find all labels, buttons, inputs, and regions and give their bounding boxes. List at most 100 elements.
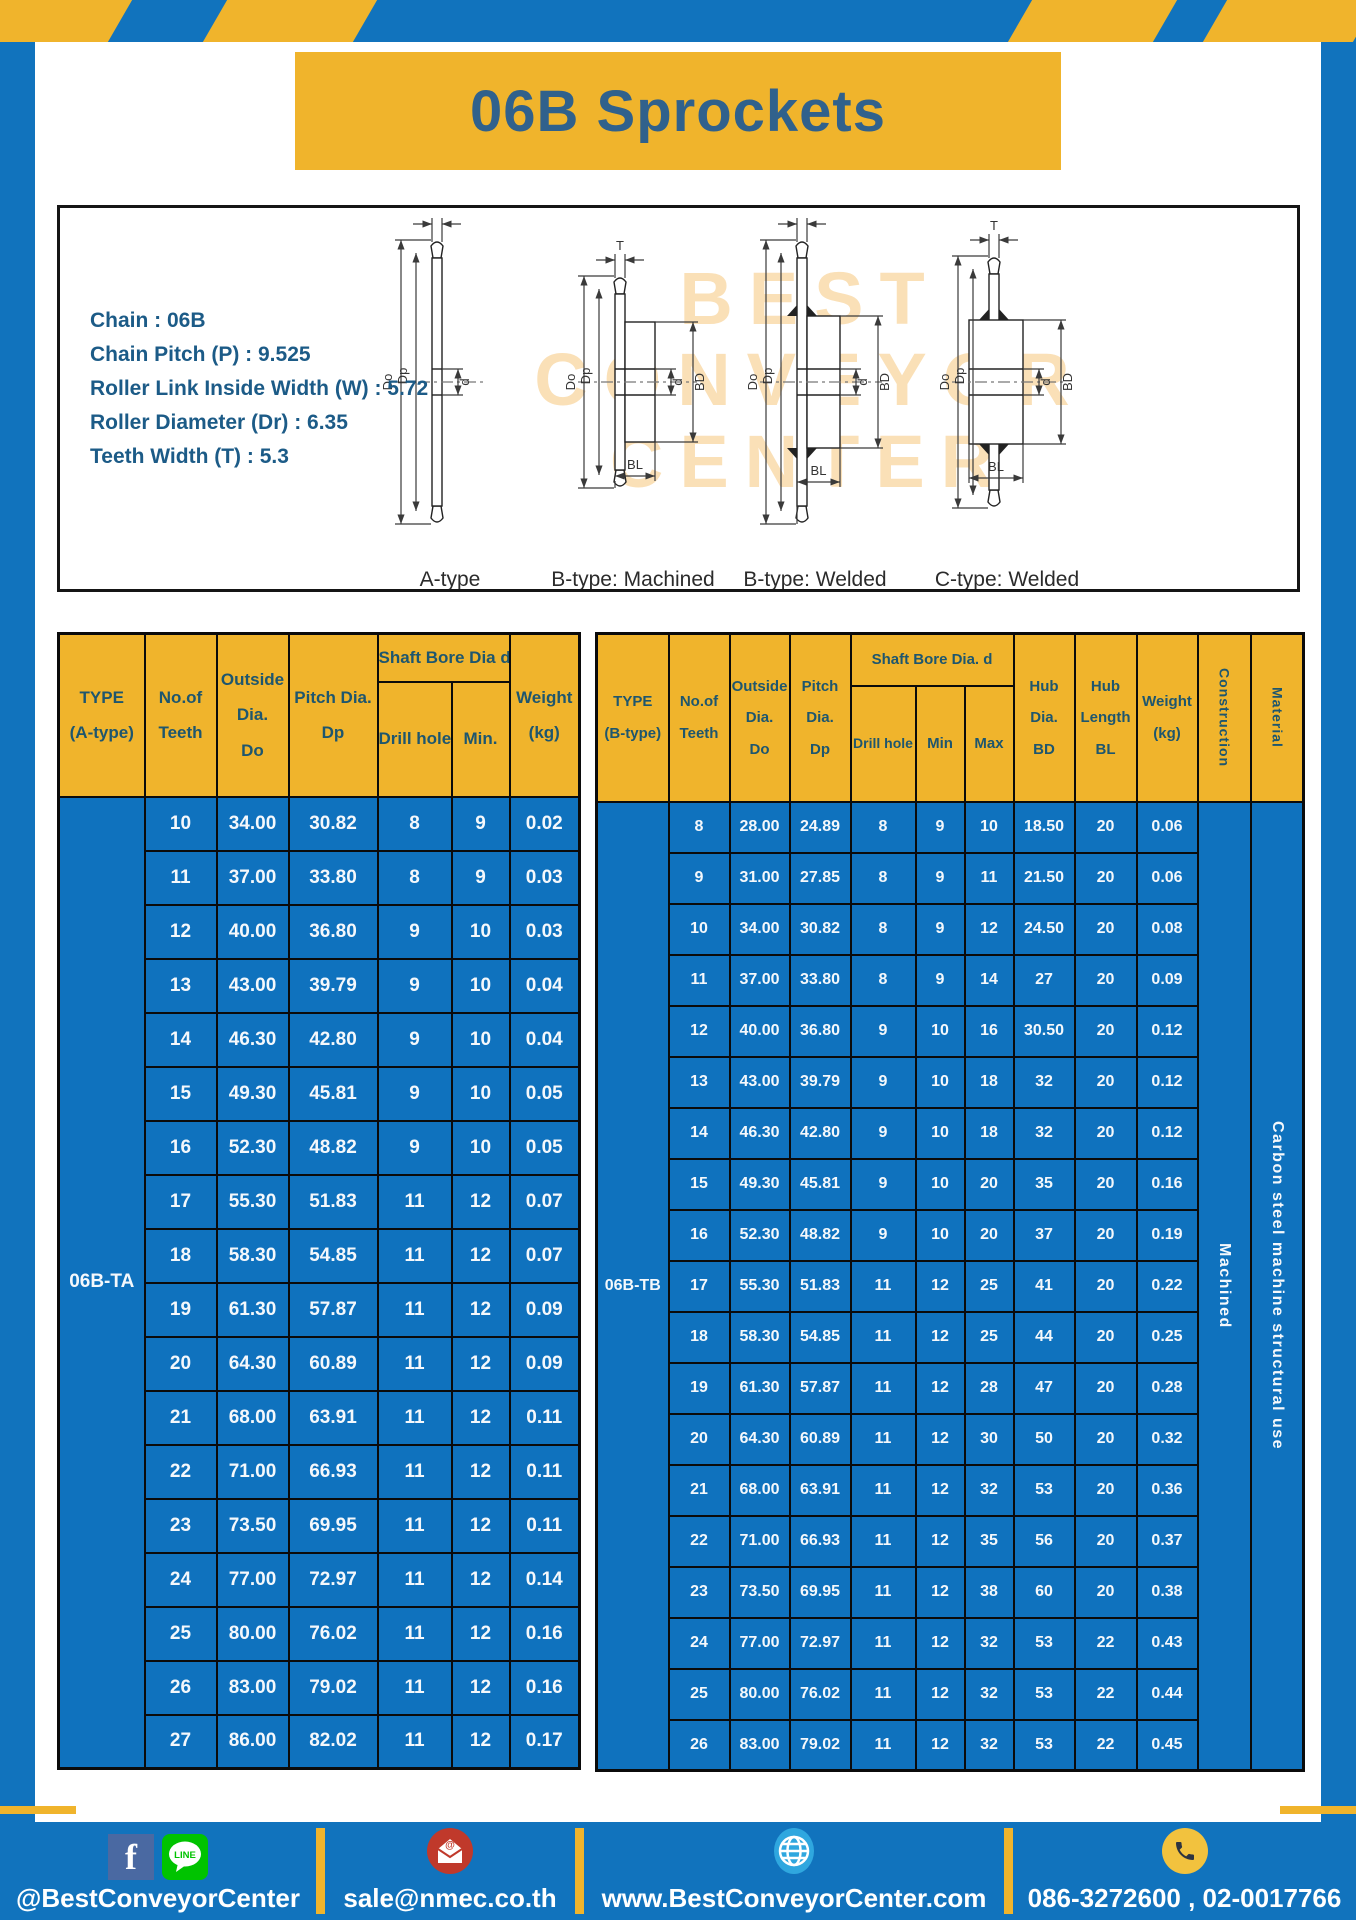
table-cell: 0.09 [508,1281,581,1338]
table-cell: 9 [849,1208,917,1262]
table-cell: 52.30 [215,1119,290,1176]
table-cell: 12 [450,1659,511,1716]
table-cell: 40.00 [728,1004,791,1058]
table-cell: 57.87 [287,1281,379,1338]
table-cell: 0.12 [1135,1055,1199,1109]
table-cell: 11 [849,1361,917,1415]
table-cell: 16 [963,1004,1015,1058]
table-cell: 63.91 [287,1389,379,1446]
table-cell: 0.45 [1135,1718,1199,1772]
table-cell: 18 [667,1310,731,1364]
table-cell: 9 [376,1011,453,1068]
table-cell: 80.00 [215,1605,290,1662]
table-cell: 9 [376,1065,453,1122]
table-cell: 79.02 [287,1659,379,1716]
table-cell: 12 [914,1616,966,1670]
table-row: 26 83.00 79.02 11 12 32 53 22 0.45 [597,1718,1304,1772]
table-cell: 21 [143,1389,218,1446]
table-row: 23 73.50 69.95 11 12 38 60 20 0.38 [597,1565,1304,1619]
table-row: 06B-TB 8 28.00 24.89 8 9 10 18.50 20 0.06 Machined… [595,800,1305,1772]
table-cell: 0.04 [508,957,581,1014]
table-cell: 68.00 [215,1389,290,1446]
table-cell: 61.30 [728,1361,791,1415]
table-cell: 22 [667,1514,731,1568]
table-cell: 9 [376,903,453,960]
table-cell: 12 [450,1281,511,1338]
frame-top-band [0,0,1356,42]
title-banner: 06B Sprockets [295,52,1061,170]
table-row: 15 49.30 45.81 9 10 0.05 [59,1065,581,1122]
table-cell: 0.16 [508,1659,581,1716]
table-cell: 20 [1073,1565,1138,1619]
table-cell: 69.95 [287,1497,379,1554]
table-cell: 11 [143,849,218,906]
column-header: Max [963,684,1015,803]
table-cell: 53 [1012,1667,1076,1721]
email-address: sale@nmec.co.th [343,1883,557,1913]
table-cell: 12 [450,1389,511,1446]
table-cell: 12 [450,1605,511,1662]
svg-text:BL: BL [988,459,1004,474]
table-cell: 9 [376,957,453,1014]
footer-divider [575,1828,584,1914]
table-cell: 0.05 [508,1065,581,1122]
table-row: 26 83.00 79.02 11 12 0.16 [59,1659,581,1716]
table-cell: 11 [376,1389,453,1446]
column-header-construction: Construction [1196,632,1252,803]
table-cell: 0.03 [508,903,581,960]
table-cell: 12 [450,1443,511,1500]
table-cell: 17 [667,1259,731,1313]
table-cell: 60.89 [287,1335,379,1392]
table-cell: 18.50 [1012,800,1076,854]
table-cell: 12 [963,902,1015,956]
table-cell: 0.38 [1135,1565,1199,1619]
table-cell: 9 [914,851,966,905]
table-cell: 11 [376,1173,453,1230]
spec-line: Chain : 06B [90,309,206,332]
table-cell: 54.85 [287,1227,379,1284]
table-cell: 32 [963,1616,1015,1670]
footer-divider [1004,1828,1013,1914]
table-cell: 55.30 [728,1259,791,1313]
table-cell: 26 [667,1718,731,1772]
table-row: 13 43.00 39.79 9 10 18 32 20 0.12 [597,1055,1304,1109]
table-cell: 49.30 [728,1157,791,1211]
table-cell: 73.50 [215,1497,290,1554]
table-cell: 80.00 [728,1667,791,1721]
globe-icon [770,1827,818,1880]
table-cell: 9 [849,1157,917,1211]
table-cell: 77.00 [215,1551,290,1608]
table-cell: 83.00 [215,1659,290,1716]
table-cell: 42.80 [287,1011,379,1068]
table-cell: 19 [143,1281,218,1338]
table-cell: 64.30 [728,1412,791,1466]
table-cell: 8 [376,849,453,906]
table-row: 13 43.00 39.79 9 10 0.04 [59,957,581,1014]
table-cell: 0.14 [508,1551,581,1608]
bottom-right-accent [1280,1806,1356,1814]
svg-text:T: T [798,214,806,217]
table-cell: 56 [1012,1514,1076,1568]
table-cell: 0.07 [508,1227,581,1284]
page-title: 06B Sprockets [470,78,886,144]
table-row: 18 58.30 54.85 11 12 25 44 20 0.25 [597,1310,1304,1364]
table-cell: 10 [143,795,218,852]
table-cell: 57.87 [788,1361,852,1415]
table-cell: 10 [914,1157,966,1211]
table-cell: 32 [963,1718,1015,1772]
table-cell: 46.30 [728,1106,791,1160]
table-cell: 42.80 [788,1106,852,1160]
table-cell: 12 [143,903,218,960]
table-cell: 12 [450,1335,511,1392]
spec-line: Roller Link Inside Width (W) : 5.72 [90,377,429,401]
table-cell: 12 [914,1259,966,1313]
table-cell: 10 [914,1004,966,1058]
table-cell: 60.89 [788,1412,852,1466]
table-cell: 53 [1012,1463,1076,1517]
table-cell: 0.17 [508,1713,581,1770]
table-cell: 37 [1012,1208,1076,1262]
table-b-type: TYPE (B-type) No.of Teeth Outside Dia. Do Pitch… [595,632,1305,1772]
table-cell: 53 [1012,1616,1076,1670]
column-header: Drill hole [849,684,917,803]
